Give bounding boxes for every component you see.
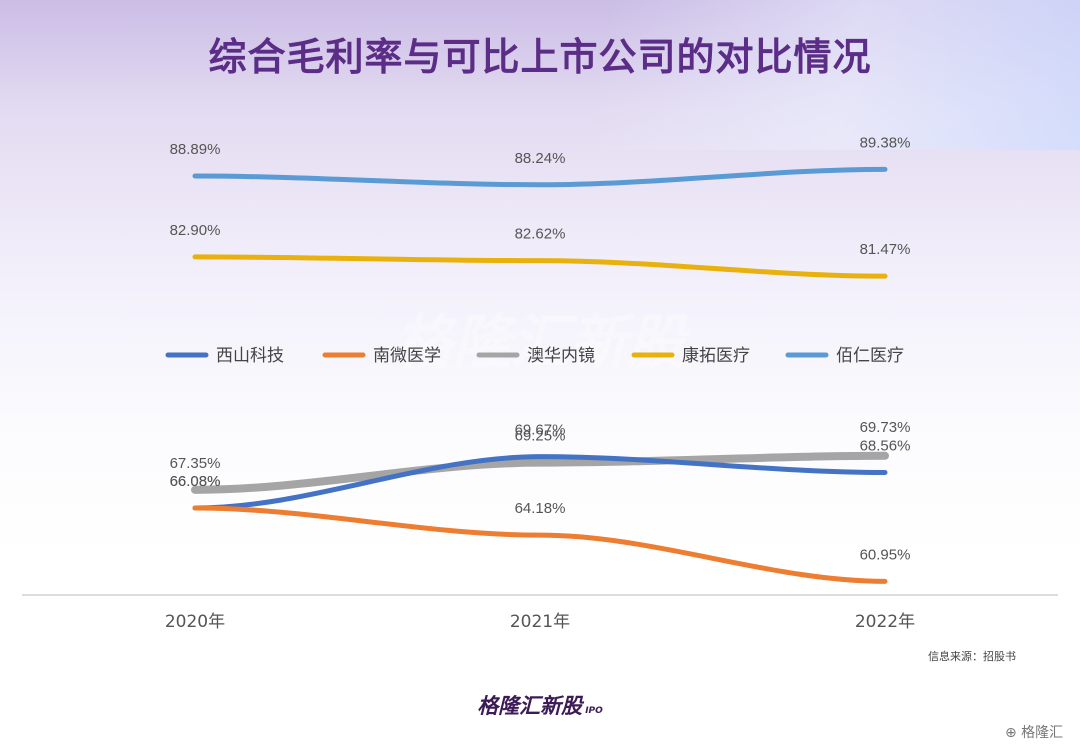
data-label-0-2: 68.56% (860, 438, 911, 455)
legend-label-3: 康拓医疗 (682, 346, 750, 366)
data-label-2-1: 69.25% (515, 428, 566, 445)
series-line-1 (192, 505, 888, 584)
x-tick-label-1: 2021年 (510, 612, 570, 632)
source-note: 信息来源：招股书 (928, 650, 1016, 663)
data-label-2-0: 67.35% (170, 455, 221, 472)
corner-watermark: ⊕ 格隆汇 (1005, 725, 1064, 741)
data-label-1-2: 60.95% (860, 546, 911, 563)
legend-label-0: 西山科技 (216, 346, 284, 366)
chart-title: 综合毛利率与可比上市公司的对比情况 (208, 34, 872, 79)
data-label-3-1: 82.62% (515, 226, 566, 243)
data-label-3-2: 81.47% (860, 241, 911, 258)
x-tick-label-2: 2022年 (855, 612, 915, 632)
data-label-0-1: 69.67% (515, 422, 566, 439)
series-line-3 (192, 254, 888, 279)
data-label-4-2: 89.38% (860, 134, 911, 151)
footer-logo-sub: IPO (585, 706, 603, 716)
legend-label-4: 佰仁医疗 (836, 346, 904, 366)
data-label-2-2: 69.73% (860, 419, 911, 436)
footer-logo-text: 格隆汇新股 (477, 694, 583, 718)
x-tick-label-0: 2020年 (165, 612, 225, 632)
data-label-4-0: 88.89% (170, 141, 221, 158)
series-line-2 (191, 451, 889, 494)
footer-logo: 格隆汇新股 IPO (0, 690, 1080, 720)
data-label-0-0: 66.08% (170, 473, 221, 490)
data-label-3-0: 82.90% (170, 222, 221, 239)
series-line-0 (192, 454, 888, 511)
data-label-1-0: 66.08% (170, 473, 221, 490)
data-label-1-1: 64.18% (515, 500, 566, 517)
legend-label-2: 澳华内镜 (527, 346, 595, 366)
legend-label-1: 南微医学 (373, 346, 441, 366)
series-line-4 (192, 166, 888, 188)
watermark: 格隆汇新股 (395, 308, 691, 376)
data-label-4-1: 88.24% (515, 150, 566, 167)
